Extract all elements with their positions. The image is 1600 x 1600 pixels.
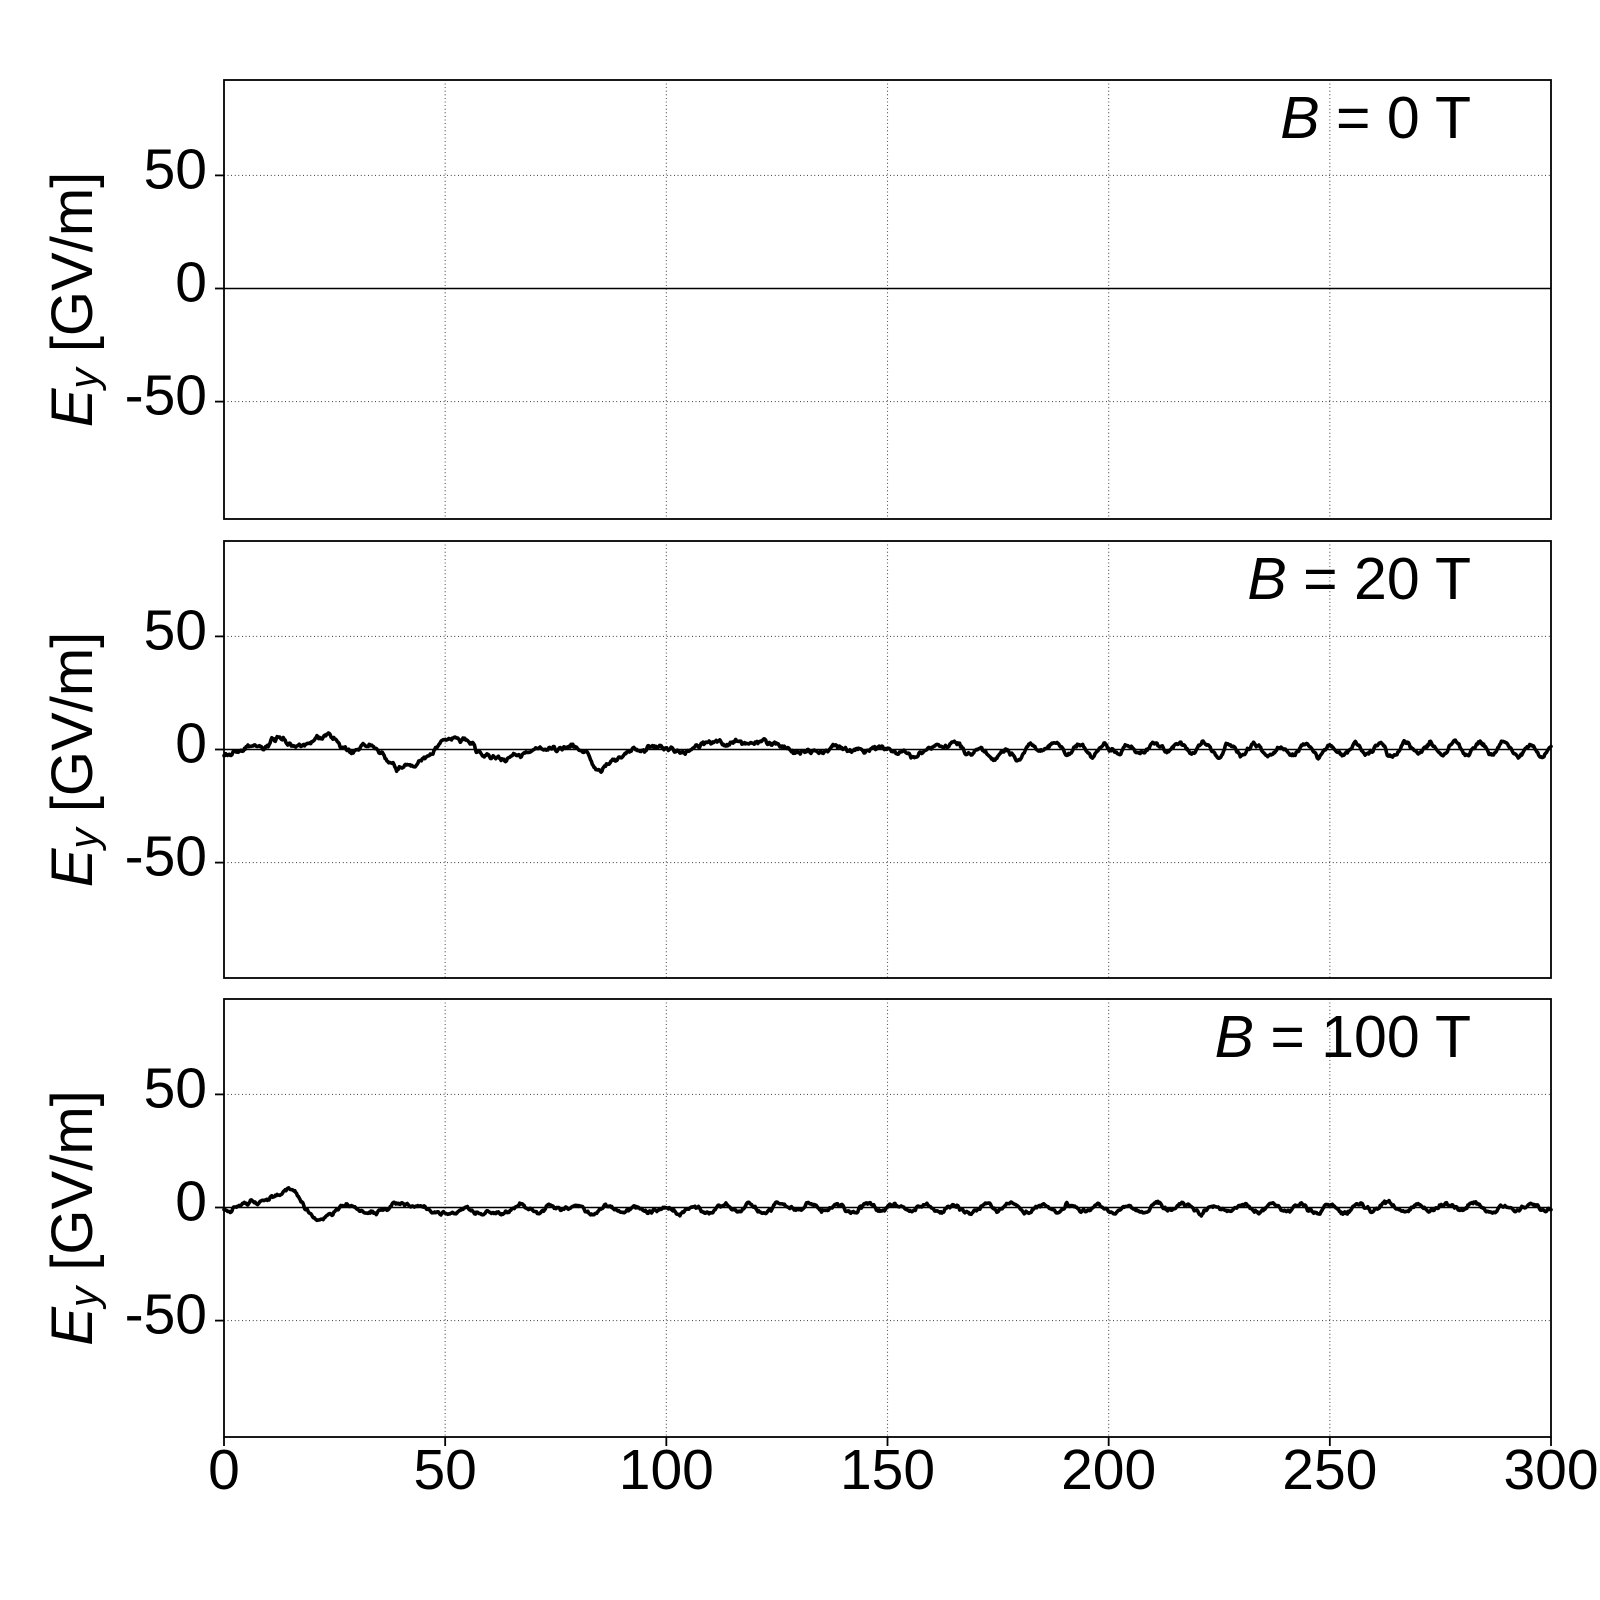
svg-text:B = 20 T: B = 20 T <box>1247 546 1471 612</box>
svg-text:0: 0 <box>175 251 207 315</box>
svg-text:50: 50 <box>144 1056 207 1120</box>
svg-text:-50: -50 <box>125 364 207 428</box>
svg-text:-50: -50 <box>125 825 207 889</box>
svg-text:Ey [GV/m]: Ey [GV/m] <box>40 1090 107 1346</box>
svg-text:0: 0 <box>208 1438 240 1502</box>
svg-text:0: 0 <box>175 1170 207 1234</box>
svg-text:-50: -50 <box>125 1283 207 1347</box>
svg-text:B = 0 T: B = 0 T <box>1280 85 1471 151</box>
svg-text:50: 50 <box>144 598 207 662</box>
svg-text:100: 100 <box>619 1438 714 1502</box>
svg-text:50: 50 <box>144 137 207 201</box>
svg-text:300: 300 <box>1503 1438 1598 1502</box>
svg-text:Ey [GV/m]: Ey [GV/m] <box>40 172 107 428</box>
svg-text:200: 200 <box>1061 1438 1156 1502</box>
svg-text:150: 150 <box>840 1438 935 1502</box>
svg-text:0: 0 <box>175 712 207 776</box>
svg-text:50: 50 <box>413 1438 476 1502</box>
svg-text:250: 250 <box>1282 1438 1377 1502</box>
svg-text:Ey [GV/m]: Ey [GV/m] <box>40 632 107 888</box>
svg-text:B = 100 T: B = 100 T <box>1215 1004 1471 1070</box>
